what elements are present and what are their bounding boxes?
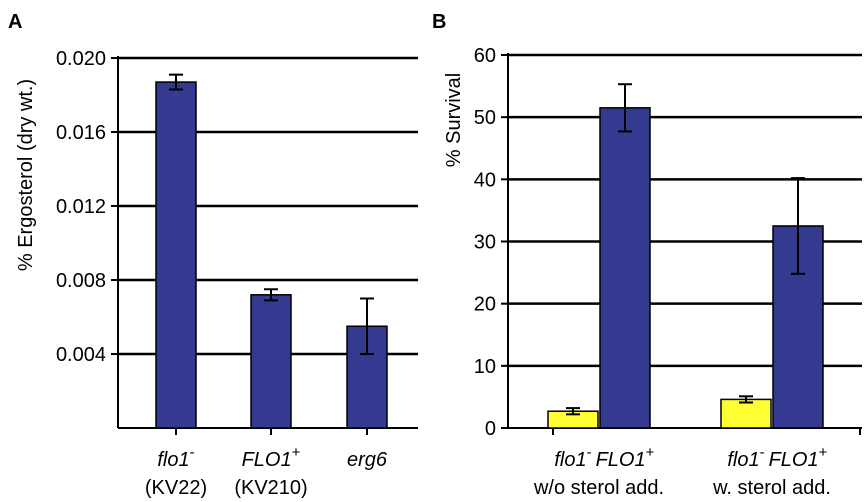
panel-b-label: B — [432, 11, 446, 33]
panel-b-group-label: w/o sterol add. — [533, 477, 664, 499]
panel-a-category-label: FLO1+ — [242, 444, 301, 471]
panel-b-bar — [599, 107, 651, 429]
panel-b-y-axis-label: % Survival — [443, 73, 465, 167]
panel-a-y-tick-label: 0.004 — [56, 344, 106, 366]
panel-b-bar-label: flo1- — [554, 444, 591, 471]
panel-a-bar — [155, 81, 197, 429]
panel-b-group-label: w. sterol add. — [712, 477, 831, 499]
panel-a-y-tick-label: 0.016 — [56, 122, 106, 144]
panel-a-y-tick-label: 0.008 — [56, 270, 106, 292]
panel-b-bar-label: FLO1+ — [769, 444, 828, 471]
panel-b-bar-label: FLO1+ — [596, 444, 655, 471]
panel-b-y-tick-label: 50 — [474, 107, 496, 129]
panel-a-category-sublabel: (KV210) — [234, 477, 307, 499]
panel-b-y-tick-label: 40 — [474, 169, 496, 191]
panel-b-y-tick-label: 10 — [474, 356, 496, 378]
panel-a-bar — [250, 294, 292, 429]
panel-b-y-tick-label: 60 — [474, 45, 496, 67]
panel-a-y-axis-label: % Ergosterol (dry wt.) — [15, 79, 37, 271]
panel-a-plot: 0.004 0.008 0.012 0.016 0.020 flo1- (KV22) FLO1… — [56, 48, 418, 499]
panel-b-bar — [720, 398, 772, 429]
panel-b-bar-label: flo1- — [727, 444, 764, 471]
panel-a-label: A — [8, 11, 22, 33]
panel-a-category-label: erg6 — [347, 449, 388, 471]
panel-a-y-tick-label: 0.012 — [56, 196, 106, 218]
panel-a-category-sublabel: (KV22) — [145, 477, 207, 499]
panel-b-y-tick-label: 30 — [474, 232, 496, 254]
panel-b-y-tick-label: 0 — [485, 418, 496, 440]
panel-b-y-tick-label: 20 — [474, 294, 496, 316]
panel-a-y-tick-label: 0.020 — [56, 48, 106, 70]
panel-a-category-label: flo1- — [157, 444, 194, 471]
